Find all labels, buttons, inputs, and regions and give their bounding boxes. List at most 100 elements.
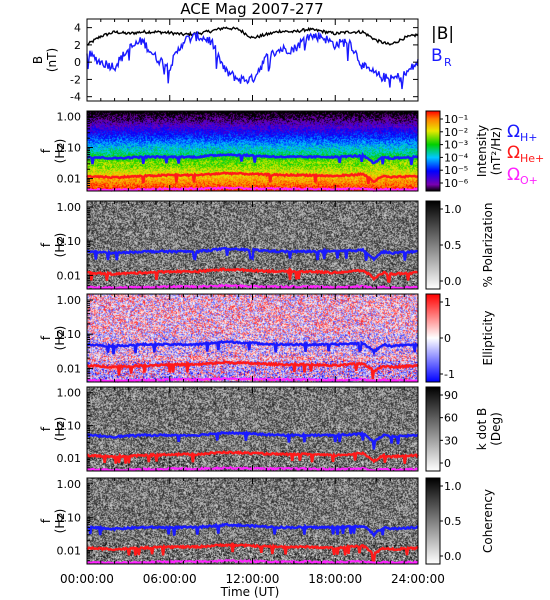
f-ytick-label: 0.10 xyxy=(57,419,82,432)
omega-he-line xyxy=(86,267,419,284)
f-ytick-label: 0.10 xyxy=(57,142,82,155)
f-ylabel-unit: (Hz) xyxy=(53,509,67,534)
f-ytick-label: 0.01 xyxy=(57,362,82,375)
f-ylabel-unit: (Hz) xyxy=(53,326,67,351)
f-ytick-label: 0.01 xyxy=(57,269,82,282)
colorbar-label: Coherency xyxy=(481,489,495,553)
colorbar-tick-label: 0 xyxy=(444,332,451,345)
colorbar-tick-label: 0.0 xyxy=(444,275,462,288)
colorbar-label: Intensity (nT²/Hz) xyxy=(475,125,503,177)
colorbar-tick-label: 0 xyxy=(444,457,451,470)
f-ytick-label: 1.00 xyxy=(57,201,82,214)
b-ytick-label: 2 xyxy=(74,39,81,52)
f-ylabel-main: f xyxy=(39,518,53,523)
omega-h-line xyxy=(86,151,419,166)
spectrogram-panel-4: 1.00 0.10 0.01 f (Hz) 90 60 30 0 k dot B (Deg) xyxy=(39,386,503,472)
f-ylabel: f (Hz) xyxy=(39,509,67,534)
f-ylabel-main: f xyxy=(39,242,53,247)
f-ytick-label: 0.01 xyxy=(57,452,82,465)
f-ytick-label: 0.10 xyxy=(57,511,82,524)
colorbar-tick-label: 10⁻² xyxy=(444,126,468,139)
colorbar-label: % Polarization xyxy=(481,203,495,288)
f-ylabel-unit: (Hz) xyxy=(53,417,67,442)
x-tick-label: 18:00:00 xyxy=(308,572,362,586)
colorbar-tick-label: 1.0 xyxy=(444,480,462,493)
colorbar-label: Ellipticity xyxy=(481,311,495,366)
omega-h-line xyxy=(86,522,419,538)
colorbar-tick-label: 90 xyxy=(444,389,458,402)
b-ylabel: B (nT) xyxy=(31,48,59,72)
colorbar-tick-label: 30 xyxy=(444,434,458,447)
colorbar xyxy=(425,386,441,472)
colorbar-label-line2: (Deg) xyxy=(489,412,503,446)
f-ytick-label: 1.00 xyxy=(57,110,82,123)
f-ylabel: f (Hz) xyxy=(39,417,67,442)
b-panel-bg xyxy=(87,19,418,101)
colorbar-tick-label: 0.5 xyxy=(444,515,462,528)
f-ytick-label: 0.10 xyxy=(57,328,82,341)
colorbar-tick-label: 1.0 xyxy=(444,203,462,216)
omega-h-line xyxy=(86,246,419,262)
legend-b-radial-subscript: R xyxy=(444,56,452,69)
b-ylabel-main: B xyxy=(31,56,45,64)
f-ylabel-unit: (Hz) xyxy=(53,233,67,258)
series-b-radial-line xyxy=(86,31,419,90)
x-tick-label: 00:00:00 xyxy=(60,572,114,586)
colorbar-label-line1: k dot B xyxy=(475,408,489,450)
legend-omega-symbol: Ω xyxy=(507,165,520,185)
omega-legend: Ω H+Ω He+Ω O+ xyxy=(507,122,544,187)
spectrogram-image xyxy=(87,478,418,564)
f-ylabel-main: f xyxy=(39,335,53,340)
f-ylabel-main: f xyxy=(39,148,53,153)
colorbar xyxy=(425,110,441,192)
omega-he-line xyxy=(86,541,419,566)
x-axis-label: Time (UT) xyxy=(220,585,280,599)
colorbar-label-line1: Coherency xyxy=(481,489,495,553)
b-ytick-label: -2 xyxy=(70,73,81,86)
colorbar-label-line2: (nT²/Hz) xyxy=(489,127,503,175)
x-tick-label: 12:00:00 xyxy=(226,572,280,586)
colorbar-label-line1: Intensity xyxy=(475,125,489,177)
spectrogram-panel-5: 1.00 0.10 0.01 f (Hz) 1.0 0.5 0.0 Coherency xyxy=(39,477,495,566)
colorbar-tick-label: 10⁻⁶ xyxy=(444,177,469,190)
legend-omega-symbol: Ω xyxy=(507,143,520,163)
f-ytick-label: 1.00 xyxy=(57,478,82,491)
f-ytick-label: 0.10 xyxy=(57,235,82,248)
panels-group: 420-2-4B (nT)|B|B R1.000.100.01f (Hz)10⁻¹10… xyxy=(31,18,544,586)
legend-omega-subscript: H+ xyxy=(520,131,538,144)
b-ytick-label: -4 xyxy=(70,91,81,104)
omega-h-line xyxy=(86,339,419,357)
spectrogram-panel-1: 1.00 0.10 0.01 f (Hz) 10⁻¹10⁻²10⁻³10⁻⁴10⁻⁵10⁻… xyxy=(39,110,503,193)
colorbar-tick-label: 10⁻¹ xyxy=(444,113,468,126)
b-ytick-label: 0 xyxy=(74,56,81,69)
colorbar-tick-label: 10⁻³ xyxy=(444,139,468,152)
colorbar-tick-label: 60 xyxy=(444,412,458,425)
colorbar-label: k dot B (Deg) xyxy=(475,408,503,450)
colorbar xyxy=(425,293,441,383)
omega-he-line xyxy=(86,360,419,380)
colorbar-tick-label: 10⁻⁵ xyxy=(444,164,468,177)
f-ytick-label: 0.01 xyxy=(57,545,82,558)
colorbar-tick-label: 0.0 xyxy=(444,550,462,563)
f-ytick-label: 1.00 xyxy=(57,294,82,307)
legend-b-magnitude: |B| xyxy=(431,24,454,44)
spectrogram-image xyxy=(87,201,418,289)
colorbar-tick-label: -1 xyxy=(444,368,455,381)
spectrogram-image xyxy=(87,387,418,471)
colorbar xyxy=(425,200,441,290)
chart-title: ACE Mag 2007-277 xyxy=(180,0,323,18)
f-ylabel: f (Hz) xyxy=(39,233,67,258)
legend-omega-subscript: O+ xyxy=(520,174,538,187)
f-ylabel: f (Hz) xyxy=(39,326,67,351)
omega-he-line xyxy=(86,450,419,464)
colorbar-label-line1: % Polarization xyxy=(481,203,495,288)
b-field-panel: 420-2-4B (nT)|B|B R xyxy=(31,18,454,104)
f-ylabel-main: f xyxy=(39,426,53,431)
f-ytick-label: 1.00 xyxy=(57,387,82,400)
f-ylabel: f (Hz) xyxy=(39,139,67,164)
spectrogram-panel-2: 1.00 0.10 0.01 f (Hz) 1.0 0.5 0.0 % Polarization xyxy=(39,200,495,291)
colorbar-tick-label: 10⁻⁴ xyxy=(444,151,469,164)
f-ylabel-unit: (Hz) xyxy=(53,139,67,164)
x-tick-label: 24:00:00 xyxy=(391,572,445,586)
